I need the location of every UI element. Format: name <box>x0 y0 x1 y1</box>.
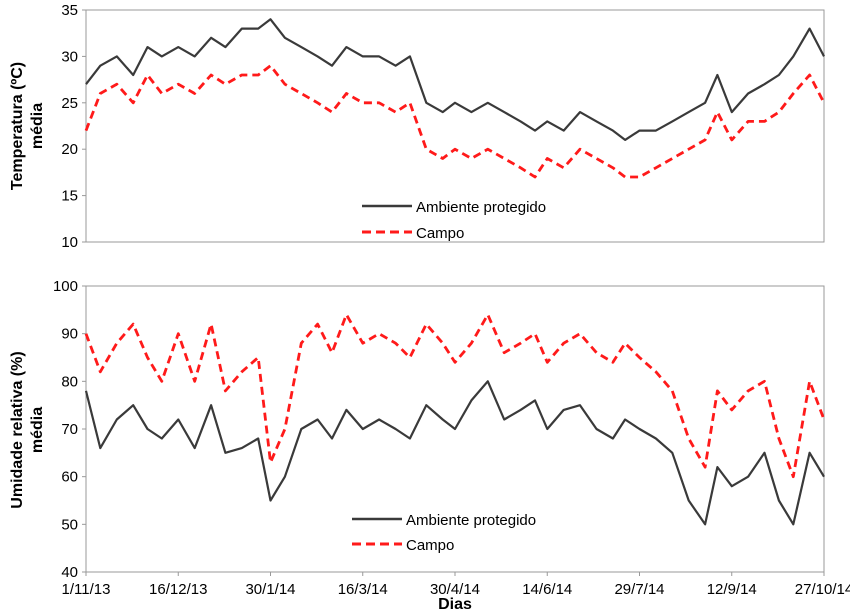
x-tick-label: 12/9/14 <box>707 581 757 598</box>
y-axis-label-line2: média <box>29 103 46 149</box>
x-tick-label: 27/10/14 <box>795 581 850 598</box>
series-line-campo <box>84 313 826 479</box>
plot-frame <box>85 9 825 243</box>
legend: Ambiente protegido Campo <box>352 512 536 554</box>
y-axis-label-line1: Umidade relativa (%) <box>9 351 26 508</box>
x-tick-label: 29/7/14 <box>614 581 664 598</box>
legend: Ambiente protegido Campo <box>362 199 546 242</box>
y-tick-label: 10 <box>61 234 78 251</box>
legend-label-campo: Campo <box>416 225 464 242</box>
y-tick-label: 20 <box>61 141 78 158</box>
y-tick-label: 25 <box>61 95 78 112</box>
x-tick-label: 16/12/13 <box>149 581 207 598</box>
series-line-ambiente-protegido <box>85 18 825 141</box>
x-tick-label: 14/6/14 <box>522 581 572 598</box>
y-tick-label: 80 <box>61 373 78 390</box>
y-tick-label: 90 <box>61 326 78 343</box>
series-line-ambiente-protegido <box>84 380 825 526</box>
humidity-panel: 40 50 60 70 80 90 100 1/11/13 16/12/13 30/1/14 16… <box>9 278 850 612</box>
y-tick-label: 40 <box>61 564 78 581</box>
x-tick-label: 16/3/14 <box>338 581 388 598</box>
temperature-panel: 10 15 20 25 30 35 Temperatura (ºC) média Ambi… <box>9 2 826 251</box>
x-tick-label: 30/1/14 <box>245 581 295 598</box>
y-tick-label: 60 <box>61 469 78 486</box>
legend-label-ambiente: Ambiente protegido <box>406 512 536 529</box>
y-tick-label: 30 <box>61 48 78 65</box>
legend-label-campo: Campo <box>406 537 454 554</box>
y-tick-label: 15 <box>61 188 78 205</box>
x-tick-label: 30/4/14 <box>430 581 480 598</box>
y-tick-label: 100 <box>53 278 78 295</box>
x-tick-label: 1/11/13 <box>62 581 111 598</box>
legend-label-ambiente: Ambiente protegido <box>416 199 546 216</box>
series-line-campo <box>84 64 826 179</box>
y-tick-label: 35 <box>61 2 78 19</box>
y-tick-label: 50 <box>61 516 78 533</box>
y-axis-label-line2: média <box>29 407 46 453</box>
y-tick-label: 70 <box>61 421 78 438</box>
x-axis-label: Dias <box>438 596 472 612</box>
y-axis-label-line1: Temperatura (ºC) <box>9 62 26 190</box>
